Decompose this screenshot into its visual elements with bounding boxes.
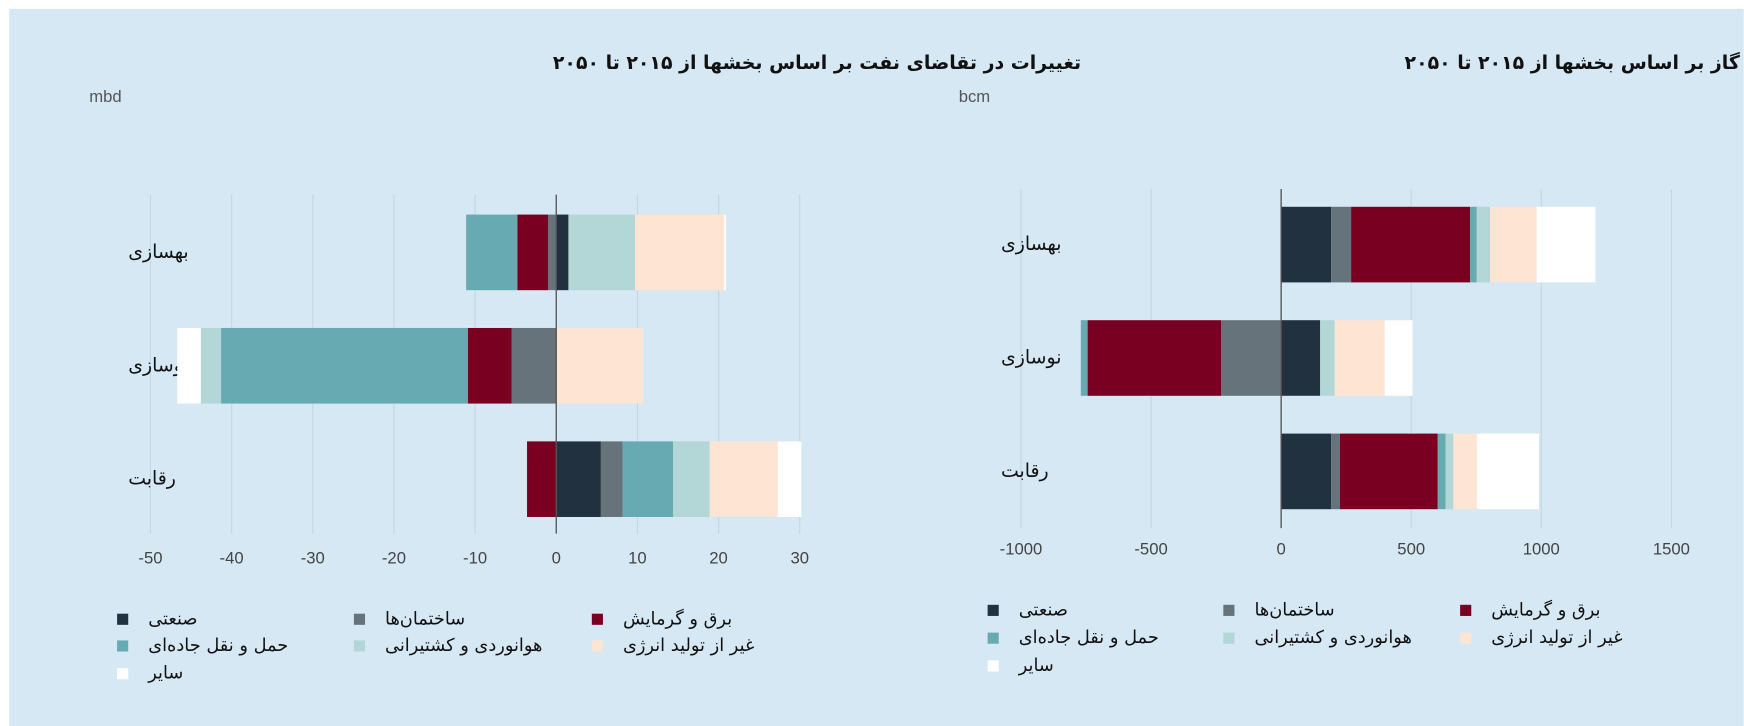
bar-segment bbox=[709, 441, 778, 517]
legend-swatch bbox=[1223, 632, 1235, 644]
legend-swatch bbox=[987, 604, 999, 616]
legend-label: برق و گرمایش bbox=[623, 608, 732, 629]
bar-segment bbox=[673, 441, 710, 517]
bar-segment bbox=[622, 441, 674, 517]
bar-segment bbox=[1339, 433, 1438, 510]
bar-segment bbox=[556, 441, 601, 517]
x-tick-label: -1000 bbox=[1000, 540, 1043, 559]
bar-segment bbox=[556, 327, 644, 404]
legend-label: ساختمان‌ها bbox=[385, 608, 465, 629]
legend-label: حمل و نقل جاده‌ای bbox=[148, 635, 288, 656]
x-tick-label: -40 bbox=[220, 549, 244, 568]
bar-segment bbox=[527, 441, 557, 517]
bar-segment bbox=[1445, 433, 1454, 510]
bar-segment bbox=[511, 327, 557, 404]
legend-label: سایر bbox=[1018, 655, 1054, 676]
bar-segment bbox=[1331, 433, 1340, 510]
x-tick-label: 0 bbox=[1277, 540, 1286, 559]
legend-label: هوانوردی و کشتیرانی bbox=[385, 635, 542, 656]
bar-segment bbox=[517, 214, 549, 291]
category-label: رقابت bbox=[1001, 460, 1049, 482]
legend-swatch bbox=[1460, 632, 1472, 644]
legend-swatch bbox=[591, 640, 603, 652]
x-tick-label: -20 bbox=[382, 549, 406, 568]
category-label: نوسازی bbox=[128, 354, 189, 376]
x-tick-label: 1000 bbox=[1523, 540, 1560, 559]
legend-swatch bbox=[1223, 604, 1235, 616]
bar-segment bbox=[724, 214, 726, 291]
legend-swatch bbox=[987, 632, 999, 644]
bar-segment bbox=[548, 214, 557, 291]
chart-title: تغییرات در تقاضای گاز بر اساس بخشها از ۲… bbox=[1405, 51, 1744, 74]
x-tick-label: 10 bbox=[628, 549, 647, 568]
bar-segment bbox=[777, 441, 802, 517]
legend-label: برق و گرمایش bbox=[1491, 599, 1600, 620]
bar-segment bbox=[634, 214, 725, 291]
bar-segment bbox=[568, 214, 635, 291]
bar-segment bbox=[1490, 206, 1537, 283]
bar-segment bbox=[1281, 320, 1321, 396]
category-label: بهسازی bbox=[1001, 233, 1061, 255]
legend-label: هوانوردی و کشتیرانی bbox=[1254, 627, 1411, 648]
legend-label: صنعتی bbox=[148, 608, 197, 629]
bar-segment bbox=[556, 214, 569, 291]
x-tick-label: 30 bbox=[790, 549, 809, 568]
bar-segment bbox=[466, 214, 518, 291]
bar-segment bbox=[1331, 206, 1352, 283]
x-tick-label: 20 bbox=[709, 549, 728, 568]
category-label: بهسازی bbox=[128, 241, 188, 263]
bar-segment bbox=[1320, 320, 1335, 396]
legend-label: حمل و نقل جاده‌ای bbox=[1019, 627, 1159, 648]
x-tick-label: 500 bbox=[1397, 540, 1425, 559]
bar-segment bbox=[1476, 433, 1539, 510]
bar-segment bbox=[1470, 206, 1477, 283]
bar-segment bbox=[1437, 433, 1446, 510]
bar-segment bbox=[1221, 320, 1282, 396]
x-tick-label: -500 bbox=[1134, 540, 1167, 559]
unit-label: bcm bbox=[959, 87, 990, 106]
chart-title: تغییرات در تقاضای نفت بر اساس بخشها از ۲… bbox=[553, 52, 1081, 74]
legend-swatch bbox=[117, 613, 129, 625]
bar-segment bbox=[467, 327, 512, 404]
legend-swatch bbox=[117, 640, 129, 652]
x-tick-label: 0 bbox=[552, 549, 561, 568]
legend-swatch bbox=[353, 613, 366, 625]
legend-label: صنعتی bbox=[1019, 599, 1068, 620]
bar-segment bbox=[1334, 320, 1385, 396]
legend-swatch bbox=[591, 613, 603, 625]
x-tick-label: -10 bbox=[463, 549, 487, 568]
legend-swatch bbox=[117, 668, 129, 680]
bar-segment bbox=[1351, 206, 1471, 283]
bar-segment bbox=[1536, 206, 1596, 283]
legend-label: غیر از تولید انرژی bbox=[1491, 627, 1622, 648]
bar-segment bbox=[200, 327, 222, 404]
legend-swatch bbox=[1460, 604, 1472, 616]
bar-segment bbox=[600, 441, 623, 517]
bar-segment bbox=[221, 327, 468, 404]
bar-segment bbox=[177, 327, 201, 404]
category-label: رقابت bbox=[128, 468, 176, 490]
bar-segment bbox=[1453, 433, 1477, 510]
legend-label: ساختمان‌ها bbox=[1254, 599, 1334, 620]
x-tick-label: -30 bbox=[301, 549, 325, 568]
bar-segment bbox=[1281, 433, 1332, 510]
bar-segment bbox=[1080, 320, 1088, 396]
legend-label: سایر bbox=[147, 663, 183, 684]
bar-segment bbox=[1384, 320, 1413, 396]
category-label: نوسازی bbox=[1001, 346, 1062, 368]
legend-label: غیر از تولید انرژی bbox=[623, 635, 754, 656]
bar-segment bbox=[1476, 206, 1491, 283]
bar-segment bbox=[1281, 206, 1332, 283]
x-tick-label: 1500 bbox=[1653, 540, 1690, 559]
unit-label: mbd bbox=[89, 87, 121, 106]
x-tick-label: -50 bbox=[138, 549, 162, 568]
bar-segment bbox=[1087, 320, 1222, 396]
legend-swatch bbox=[353, 640, 366, 652]
legend-swatch bbox=[987, 660, 999, 672]
